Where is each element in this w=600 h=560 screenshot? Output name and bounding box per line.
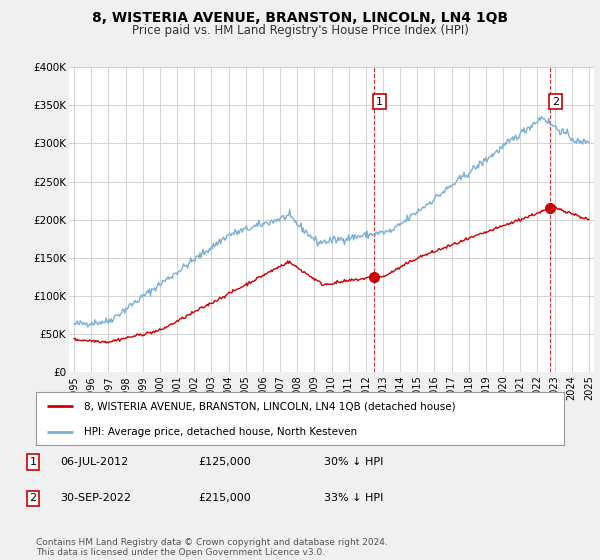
Text: 1: 1 — [376, 96, 383, 106]
Text: 30% ↓ HPI: 30% ↓ HPI — [324, 457, 383, 467]
Text: Price paid vs. HM Land Registry's House Price Index (HPI): Price paid vs. HM Land Registry's House … — [131, 24, 469, 36]
Text: 2: 2 — [552, 96, 559, 106]
Text: 33% ↓ HPI: 33% ↓ HPI — [324, 493, 383, 503]
Text: 8, WISTERIA AVENUE, BRANSTON, LINCOLN, LN4 1QB: 8, WISTERIA AVENUE, BRANSTON, LINCOLN, L… — [92, 11, 508, 25]
Text: Contains HM Land Registry data © Crown copyright and database right 2024.
This d: Contains HM Land Registry data © Crown c… — [36, 538, 388, 557]
Text: 2: 2 — [29, 493, 37, 503]
Text: £125,000: £125,000 — [198, 457, 251, 467]
Text: HPI: Average price, detached house, North Kesteven: HPI: Average price, detached house, Nort… — [83, 427, 356, 437]
Text: 1: 1 — [29, 457, 37, 467]
Text: 30-SEP-2022: 30-SEP-2022 — [60, 493, 131, 503]
Text: £215,000: £215,000 — [198, 493, 251, 503]
Text: 8, WISTERIA AVENUE, BRANSTON, LINCOLN, LN4 1QB (detached house): 8, WISTERIA AVENUE, BRANSTON, LINCOLN, L… — [83, 402, 455, 412]
Text: 06-JUL-2012: 06-JUL-2012 — [60, 457, 128, 467]
